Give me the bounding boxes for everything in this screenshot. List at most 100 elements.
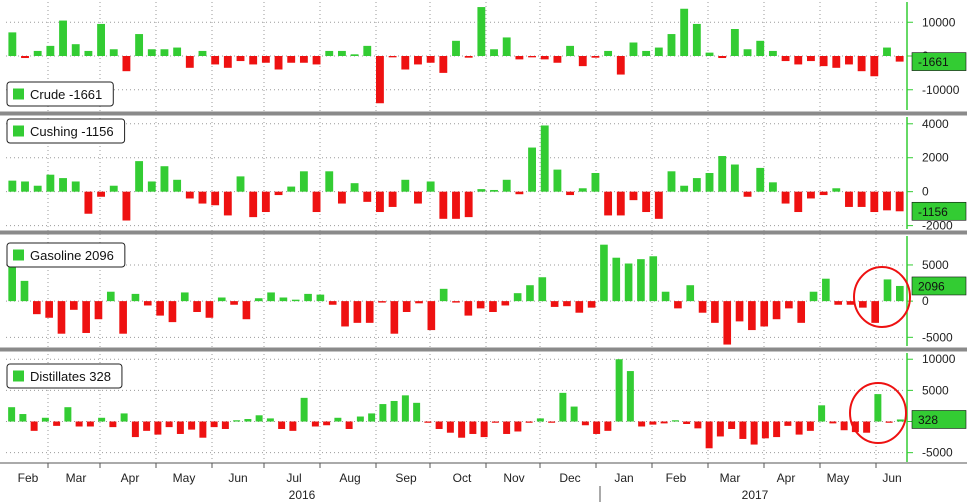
y-tick-label: 5000 bbox=[922, 383, 949, 397]
bar bbox=[540, 125, 549, 192]
bar bbox=[452, 191, 460, 219]
bar bbox=[120, 413, 128, 422]
bar bbox=[846, 301, 855, 305]
bar bbox=[267, 292, 275, 302]
bar bbox=[414, 56, 422, 65]
panel-separator bbox=[0, 230, 967, 235]
bar bbox=[147, 181, 156, 192]
bar bbox=[671, 420, 679, 422]
bar bbox=[45, 301, 53, 318]
bar bbox=[756, 40, 765, 56]
y-tick-label: 5000 bbox=[922, 258, 949, 272]
bar bbox=[718, 56, 727, 59]
bar bbox=[883, 279, 892, 302]
x-year-label: 2016 bbox=[289, 488, 316, 502]
bar bbox=[426, 181, 435, 192]
last-value-badge-box bbox=[911, 276, 967, 296]
last-value-text: 2096 bbox=[918, 279, 945, 293]
bar bbox=[363, 191, 372, 202]
bar bbox=[895, 191, 904, 212]
bar bbox=[896, 285, 904, 302]
bar bbox=[739, 421, 747, 439]
legend-swatch bbox=[13, 88, 24, 100]
bar bbox=[71, 181, 80, 192]
bar bbox=[515, 191, 524, 195]
bar bbox=[19, 414, 27, 422]
bar bbox=[388, 56, 397, 58]
bar bbox=[413, 402, 421, 422]
x-month-label: Mar bbox=[66, 471, 87, 485]
bar bbox=[538, 277, 547, 302]
bar bbox=[356, 416, 364, 422]
bar bbox=[193, 301, 201, 312]
bar bbox=[390, 400, 398, 422]
bar bbox=[845, 56, 853, 65]
bar bbox=[337, 191, 346, 204]
x-month-label: Apr bbox=[777, 471, 796, 485]
bar bbox=[122, 56, 131, 72]
bar bbox=[832, 56, 841, 68]
panel-separator bbox=[0, 347, 967, 352]
bar bbox=[390, 301, 399, 334]
bar bbox=[698, 301, 707, 313]
bar bbox=[458, 421, 466, 438]
bar bbox=[476, 301, 485, 309]
bar bbox=[591, 56, 600, 58]
bar bbox=[680, 8, 689, 56]
bar bbox=[176, 421, 184, 434]
bar bbox=[233, 420, 241, 422]
bar bbox=[705, 173, 714, 192]
bar bbox=[501, 301, 510, 306]
bar bbox=[705, 421, 713, 449]
bar bbox=[716, 421, 724, 437]
bar bbox=[683, 421, 691, 424]
bar bbox=[368, 413, 376, 422]
bar bbox=[20, 280, 29, 302]
bar bbox=[328, 301, 337, 305]
bar bbox=[439, 288, 448, 302]
bar bbox=[578, 56, 587, 67]
bar bbox=[694, 421, 702, 429]
bar bbox=[131, 293, 140, 302]
bar bbox=[274, 56, 283, 70]
bar bbox=[109, 185, 118, 192]
panel-gasoline bbox=[8, 244, 904, 345]
bar bbox=[230, 301, 238, 305]
bar bbox=[638, 421, 646, 427]
bar bbox=[199, 421, 207, 438]
bar bbox=[490, 189, 498, 192]
bar bbox=[198, 50, 207, 56]
bar bbox=[160, 166, 169, 192]
bar bbox=[794, 56, 803, 65]
bar bbox=[261, 56, 270, 63]
bar bbox=[135, 34, 144, 56]
bar bbox=[469, 421, 477, 434]
bar bbox=[540, 56, 549, 60]
bar bbox=[287, 56, 296, 63]
bar bbox=[760, 301, 769, 327]
bar bbox=[728, 421, 736, 429]
bar bbox=[299, 171, 308, 192]
bar bbox=[829, 421, 837, 424]
x-month-label: Feb bbox=[18, 471, 39, 485]
bar bbox=[772, 301, 781, 320]
x-month-label: Jan bbox=[614, 471, 633, 485]
bar bbox=[667, 171, 676, 192]
bar bbox=[536, 418, 544, 422]
x-month-label: Nov bbox=[503, 471, 524, 485]
bar bbox=[365, 301, 374, 323]
bar bbox=[885, 421, 893, 423]
x-year-label: 2017 bbox=[742, 488, 769, 502]
bar bbox=[341, 301, 349, 327]
last-value-badge: -1156 bbox=[911, 201, 967, 221]
bar bbox=[809, 291, 818, 302]
bar bbox=[581, 421, 589, 426]
bar bbox=[435, 421, 443, 429]
bar bbox=[629, 42, 638, 56]
bar bbox=[723, 301, 732, 345]
bar bbox=[870, 56, 879, 77]
bar bbox=[761, 421, 769, 439]
bar bbox=[477, 189, 486, 192]
bar bbox=[502, 179, 511, 192]
